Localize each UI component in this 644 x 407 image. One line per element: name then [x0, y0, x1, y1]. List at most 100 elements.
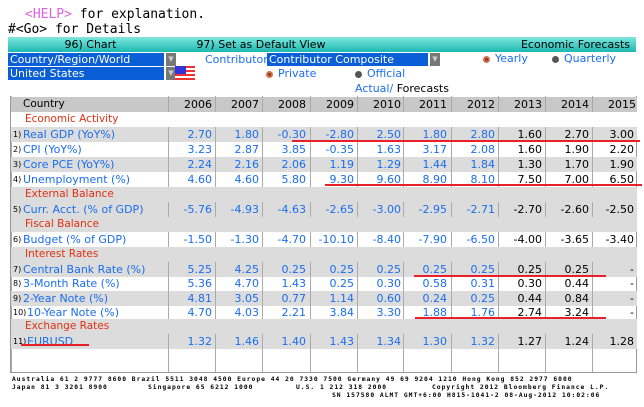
table-row[interactable]: 11) EURUSD 1.32 1.46 1.40 1.43 1.34 1.30 1.32 1.2… [11, 333, 637, 349]
actual-value: 0.25 [451, 290, 498, 306]
quarterly-radio[interactable]: Quarterly [552, 52, 616, 65]
column-header-year[interactable]: 2011 [403, 97, 450, 112]
column-header-year[interactable]: 2010 [357, 97, 404, 112]
row-label-link[interactable]: 3-Month Rate (%) [23, 277, 120, 291]
forecast-value: 2.74 [498, 304, 545, 320]
table-row[interactable]: 1) Real GDP (YoY%) 2.70 1.80 -0.30 -2.80 2.50 1… [11, 127, 637, 142]
actual-value: 1.40 [262, 333, 309, 349]
forecast-value: 1.60 [498, 127, 545, 142]
actual-value: 0.58 [403, 276, 450, 292]
row-label-link[interactable]: Core PCE (YoY%) [23, 158, 115, 171]
table-row[interactable]: 7) Central Bank Rate (%) 5.25 4.25 0.25 0.25 0… [11, 262, 637, 277]
actual-value: 0.31 [451, 276, 498, 292]
set-default-view-button[interactable]: 97) Set as Default View [196, 38, 326, 51]
actual-value: 0.24 [403, 290, 450, 306]
private-radio[interactable]: Private [266, 67, 316, 80]
table-row[interactable]: 5) Curr. Acct. (% of GDP) -5.76 -4.93 -4.63-… [11, 202, 637, 217]
forecast-value: 0.30 [498, 276, 545, 292]
contributor-dropdown-arrow-icon[interactable]: ▼ [430, 53, 440, 66]
forecast-value: -4.00 [498, 232, 545, 247]
actual-value: -4.63 [262, 202, 309, 217]
country-select[interactable]: United States [8, 67, 164, 80]
actual-value: 2.87 [215, 142, 262, 157]
actual-value: 2.06 [262, 157, 309, 172]
actual-value: 1.80 [403, 127, 450, 142]
table-row[interactable]: 10) 10-Year Note (%) 4.70 4.03 2.21 3.84 3.30 1… [11, 304, 637, 320]
forecast-value: 2.20 [592, 142, 637, 157]
actual-value: -5.76 [168, 202, 215, 217]
actual-value: 0.25 [310, 262, 357, 277]
row-label-link[interactable]: CPI (YoY%) [23, 143, 82, 156]
row-label-link[interactable]: 2-Year Note (%) [23, 291, 109, 305]
actual-value: -3.00 [357, 202, 404, 217]
actual-value: 1.63 [357, 142, 404, 157]
column-header-year[interactable]: 2013 [498, 97, 545, 112]
column-header-year[interactable]: 2009 [310, 97, 357, 112]
column-header-year[interactable]: 2006 [168, 97, 215, 112]
footer-singapore: Singapore 65 6212 1000 [148, 384, 254, 391]
region-select[interactable]: Country/Region/World [8, 53, 164, 66]
actual-value: -0.35 [310, 142, 357, 157]
column-header-year[interactable]: 2012 [451, 97, 498, 112]
forecast-value: 7.50 [498, 172, 545, 187]
column-header-year[interactable]: 2007 [215, 97, 262, 112]
actual-value: -2.80 [310, 127, 357, 142]
row-label-link[interactable]: 10-Year Note (%) [27, 305, 120, 319]
row-label-link[interactable]: Central Bank Rate (%) [23, 263, 146, 276]
column-header-country: Country [23, 98, 65, 110]
column-header-year[interactable]: 2015 [592, 97, 639, 112]
row-label-link[interactable]: Budget (% of GDP) [23, 233, 127, 246]
actual-value: 1.30 [403, 333, 450, 349]
country-dropdown-arrow-icon[interactable]: ▼ [166, 67, 176, 80]
actual-value: 1.80 [215, 127, 262, 142]
actual-value: 3.23 [168, 142, 215, 157]
row-number: 2) [13, 145, 22, 154]
column-header-year[interactable]: 2008 [262, 97, 309, 112]
actual-value: -8.40 [357, 232, 404, 247]
actual-value: 1.43 [310, 333, 357, 349]
forecast-value: 2.70 [545, 127, 592, 142]
forecast-value: - [592, 290, 637, 306]
section-header-row: Interest Rates [11, 247, 637, 262]
actual-value: 1.84 [451, 157, 498, 172]
annotation-underline [292, 140, 640, 142]
actual-value: 1.32 [451, 333, 498, 349]
official-label: Official [367, 67, 406, 80]
toolbar: 96) Chart 97) Set as Default View Econom… [8, 37, 636, 52]
row-label-link[interactable]: Unemployment (%) [23, 173, 131, 186]
contributor-select[interactable]: Contributor Composite [267, 53, 428, 66]
row-number: 11) [13, 336, 27, 346]
forecast-value: 0.25 [545, 262, 592, 277]
yearly-radio[interactable]: Yearly [483, 52, 528, 65]
forecast-value: -2.60 [545, 202, 592, 217]
column-header-year[interactable]: 2014 [545, 97, 592, 112]
forecast-value: 0.44 [498, 290, 545, 306]
row-label-link[interactable]: Real GDP (YoY%) [23, 128, 116, 141]
radio-selected-icon [483, 55, 490, 63]
table-row[interactable]: 2) CPI (YoY%) 3.23 2.87 3.85 -0.35 1.63 3.17 2.0… [11, 142, 637, 157]
table-row[interactable]: 3) Core PCE (YoY%) 2.24 2.16 2.06 1.19 1.29 1.4… [11, 157, 637, 172]
actual-value: 3.85 [262, 142, 309, 157]
forecast-value: 3.00 [592, 127, 637, 142]
table-row[interactable]: 9) 2-Year Note (%) 4.81 3.05 0.77 1.14 0.60 0.2… [11, 290, 637, 306]
table-row[interactable]: 4) Unemployment (%) 4.60 4.60 5.80 9.30 9.60 8.… [11, 172, 637, 187]
row-label-link[interactable]: EURUSD [27, 334, 74, 348]
actual-value: 1.34 [357, 333, 404, 349]
actual-value: -6.50 [451, 232, 498, 247]
section-header-row: Fiscal Balance [11, 217, 637, 232]
region-dropdown-arrow-icon[interactable]: ▼ [166, 53, 176, 66]
row-number: 3) [13, 160, 22, 169]
row-number: 6) [13, 235, 22, 244]
row-label-link[interactable]: Curr. Acct. (% of GDP) [23, 203, 144, 216]
official-radio[interactable]: Official [355, 67, 405, 80]
forecast-value: 6.50 [592, 172, 637, 187]
table-row[interactable]: 6) Budget (% of GDP) -1.50 -1.30 -4.70 -10.10… [11, 232, 637, 247]
table-row[interactable]: 8) 3-Month Rate (%) 5.36 4.70 1.43 0.25 0.30 0.… [11, 276, 637, 292]
chart-button[interactable]: 96) Chart [64, 38, 117, 51]
actual-value: 1.32 [168, 333, 215, 349]
annotation-underline [21, 344, 89, 346]
actual-value: 8.10 [451, 172, 498, 187]
actual-value: 0.25 [451, 262, 498, 277]
annotation-underline [414, 275, 606, 277]
page-title: Economic Forecasts [520, 38, 630, 51]
